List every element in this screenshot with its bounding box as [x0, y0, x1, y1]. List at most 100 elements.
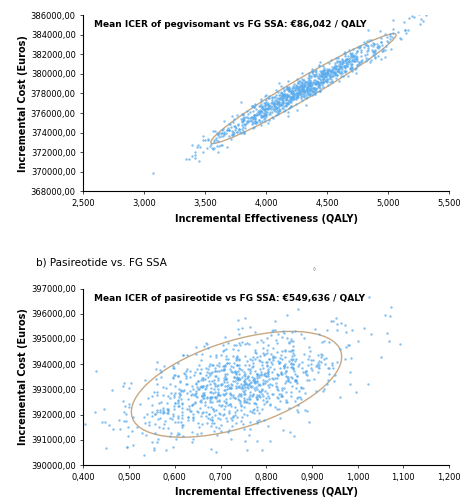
Point [247, 108, 254, 116]
Point [200, 342, 208, 350]
Point [281, 360, 288, 368]
Point [223, 414, 230, 422]
Point [278, 95, 286, 103]
Point [249, 406, 257, 414]
Point [262, 372, 269, 380]
Point [291, 92, 299, 100]
Point [220, 365, 228, 373]
Point [276, 398, 284, 406]
Point [256, 116, 263, 124]
Point [213, 352, 220, 360]
Point [237, 392, 244, 400]
Point [331, 63, 338, 71]
Point [284, 92, 291, 100]
Point [277, 93, 285, 101]
Point [179, 400, 186, 407]
Point [301, 78, 308, 86]
Point [236, 396, 243, 404]
Point [293, 92, 300, 100]
Point [225, 120, 232, 128]
Point [153, 380, 161, 388]
Point [260, 112, 267, 120]
Point [175, 372, 182, 380]
Point [282, 102, 290, 110]
Point [294, 90, 302, 98]
Point [282, 346, 289, 354]
Point [278, 334, 285, 342]
Point [289, 346, 297, 354]
Point [369, 42, 376, 50]
Point [199, 376, 206, 384]
Point [298, 86, 306, 94]
Point [247, 116, 255, 124]
Point [267, 102, 274, 110]
Point [224, 359, 231, 367]
Point [224, 428, 232, 436]
Point [252, 379, 259, 387]
Point [305, 90, 313, 98]
Point [304, 80, 312, 88]
Point [348, 51, 355, 59]
Point [263, 377, 271, 385]
Point [249, 124, 257, 132]
Point [285, 92, 292, 100]
Point [275, 98, 282, 106]
Point [224, 382, 231, 390]
Point [344, 72, 352, 80]
Point [285, 100, 292, 108]
Point [197, 368, 204, 376]
Point [141, 376, 148, 384]
Point [282, 398, 289, 406]
Point [242, 314, 249, 322]
Point [243, 398, 250, 406]
Point [183, 380, 190, 388]
Point [338, 66, 345, 74]
Point [221, 382, 229, 390]
Point [234, 316, 242, 324]
Point [327, 74, 334, 82]
Point [279, 354, 286, 362]
Point [165, 406, 172, 414]
Point [324, 68, 331, 76]
Point [271, 104, 278, 112]
Point [223, 126, 231, 134]
Point [244, 107, 251, 115]
Point [287, 338, 294, 345]
Point [282, 396, 289, 404]
Point [272, 111, 279, 119]
Point [206, 396, 214, 404]
Point [276, 354, 284, 362]
Point [182, 372, 189, 380]
Point [269, 114, 277, 122]
Point [283, 84, 290, 92]
Point [284, 92, 291, 100]
Point [287, 94, 294, 102]
Point [278, 88, 285, 96]
Point [309, 88, 317, 96]
Point [194, 420, 202, 428]
Point [263, 100, 270, 108]
Point [223, 355, 230, 363]
Point [256, 391, 263, 399]
Point [346, 66, 353, 74]
Point [168, 430, 175, 438]
Point [367, 56, 374, 64]
Point [257, 95, 264, 103]
Point [317, 74, 324, 82]
Point [370, 51, 377, 59]
Point [267, 400, 274, 408]
Point [268, 326, 275, 334]
Point [343, 62, 350, 70]
Point [269, 390, 276, 398]
Point [265, 422, 272, 430]
Point [287, 94, 294, 102]
Point [258, 404, 265, 412]
Point [261, 109, 268, 117]
Point [279, 104, 286, 112]
Point [247, 382, 254, 390]
Point [252, 392, 260, 400]
Point [268, 108, 275, 116]
Point [269, 354, 276, 362]
Point [217, 410, 224, 418]
Point [212, 368, 219, 376]
